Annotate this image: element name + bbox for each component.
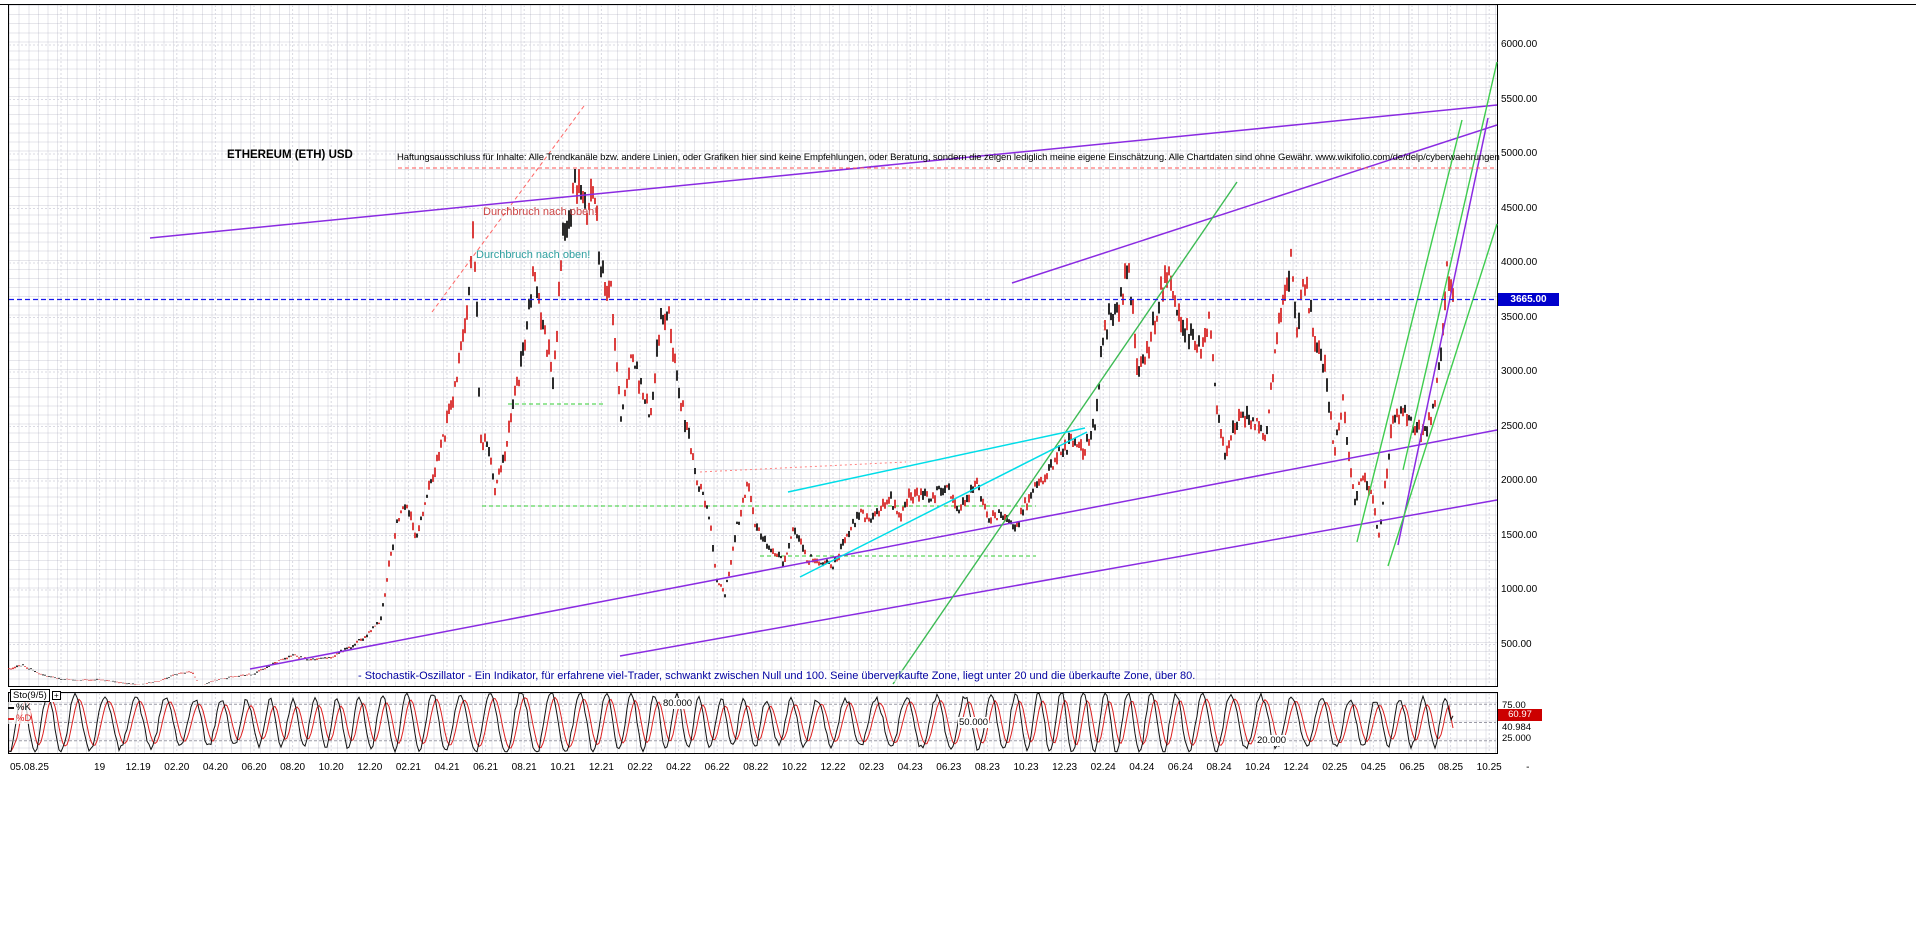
d-line-marker [8, 717, 14, 720]
stochastic-d-value-label: 40.984 [1502, 722, 1532, 733]
time-axis-label: 04.21 [434, 762, 460, 773]
k-label: %K [16, 702, 31, 713]
disclaimer-text: Haftungsausschluss für Inhalte: Alle Tre… [397, 152, 1500, 163]
time-axis-label: - [1526, 762, 1530, 773]
time-axis-label: 08.21 [511, 762, 537, 773]
time-axis-label: 10.21 [550, 762, 576, 773]
time-axis-label: 04.24 [1129, 762, 1155, 773]
time-axis-label: 08.25 [1438, 762, 1464, 773]
price-chart-plot[interactable] [8, 4, 1498, 687]
price-axis-label: 5000.00 [1501, 148, 1538, 159]
time-axis-label: 02.23 [859, 762, 885, 773]
k-legend-item: %K [8, 702, 31, 713]
oscillator-axis-low: 25.000 [1502, 733, 1532, 744]
time-axis-label: 08.23 [974, 762, 1000, 773]
price-axis-label: 4000.00 [1501, 257, 1538, 268]
price-axis-label: 2500.00 [1501, 420, 1538, 432]
time-axis-label: 04.23 [897, 762, 923, 773]
time-axis-label: 10.24 [1245, 762, 1271, 773]
time-axis-label: 02.22 [627, 762, 653, 773]
oscillator-level-label: 50.000 [958, 716, 990, 728]
indicator-name-label[interactable]: Sto(9/5) [10, 689, 50, 702]
time-axis-label: 12.23 [1052, 762, 1078, 773]
k-line-marker [8, 706, 14, 709]
price-axis-label: 6000.00 [1501, 39, 1538, 50]
time-axis-label: 06.22 [704, 762, 730, 773]
time-axis-label: 04.22 [666, 762, 692, 773]
oscillator-level-label: 80.000 [662, 698, 694, 710]
time-axis-label: 02.24 [1090, 762, 1116, 773]
price-axis-label: 3500.00 [1501, 311, 1538, 323]
time-axis-label: 04.20 [202, 762, 228, 773]
time-axis-label: 12.24 [1283, 762, 1309, 773]
time-axis-label: 06.20 [241, 762, 267, 773]
time-axis-label: 08.24 [1206, 762, 1232, 773]
chart-title: ETHEREUM (ETH) USD [227, 149, 353, 161]
time-axis-label: 04.25 [1360, 762, 1386, 773]
price-axis-label: 1000.00 [1501, 584, 1538, 595]
time-axis-label: 02.21 [395, 762, 421, 773]
time-axis-label: 05.08.25 [10, 762, 49, 773]
time-axis-label: 02.25 [1322, 762, 1348, 773]
time-axis-label: 06.24 [1167, 762, 1193, 773]
price-axis-label: 500.00 [1501, 638, 1532, 650]
time-axis-label: 12.21 [588, 762, 614, 773]
expand-icon[interactable]: + [51, 691, 61, 700]
indicator-legend[interactable]: Sto(9/5) + [10, 689, 61, 702]
time-axis-label: 12.19 [125, 762, 151, 773]
time-axis-label: 08.20 [280, 762, 306, 773]
time-axis-label: 12.22 [820, 762, 846, 773]
time-axis-label: 06.21 [473, 762, 499, 773]
time-axis-label: 10.22 [781, 762, 807, 773]
price-axis-label: 5500.00 [1501, 93, 1538, 105]
time-axis-label: 10.20 [318, 762, 344, 773]
top-border-line [0, 4, 1916, 5]
stochastic-description: - Stochastik-Oszillator - Ein Indikator,… [358, 670, 1196, 682]
oscillator-axis-high: 75.00 [1502, 700, 1526, 711]
time-axis-label: 19 [94, 762, 106, 773]
annotation-breakout-2: Durchbruch nach oben! [476, 249, 591, 261]
price-axis-label: 4500.00 [1501, 202, 1538, 214]
time-axis-label: 06.25 [1399, 762, 1425, 773]
price-axis-label: 2000.00 [1501, 475, 1538, 486]
current-price-tag: 3665.00 [1498, 293, 1559, 306]
price-axis-label: 1500.00 [1501, 529, 1538, 541]
time-axis-label: 08.22 [743, 762, 769, 773]
oscillator-level-label: 20.000 [1256, 734, 1288, 746]
time-axis-label: 06.23 [936, 762, 962, 773]
time-axis-label: 12.20 [357, 762, 383, 773]
price-axis-label: 3000.00 [1501, 366, 1538, 377]
d-label: %D [16, 713, 32, 724]
stochastic-k-value-tag: 60.97 [1498, 709, 1542, 721]
time-axis-label: 10.25 [1476, 762, 1502, 773]
d-legend-item: %D [8, 713, 32, 724]
annotation-breakout-1: Durchbruch nach oben! [483, 206, 598, 218]
time-axis-label: 02.20 [164, 762, 190, 773]
time-axis-label: 10.23 [1013, 762, 1039, 773]
